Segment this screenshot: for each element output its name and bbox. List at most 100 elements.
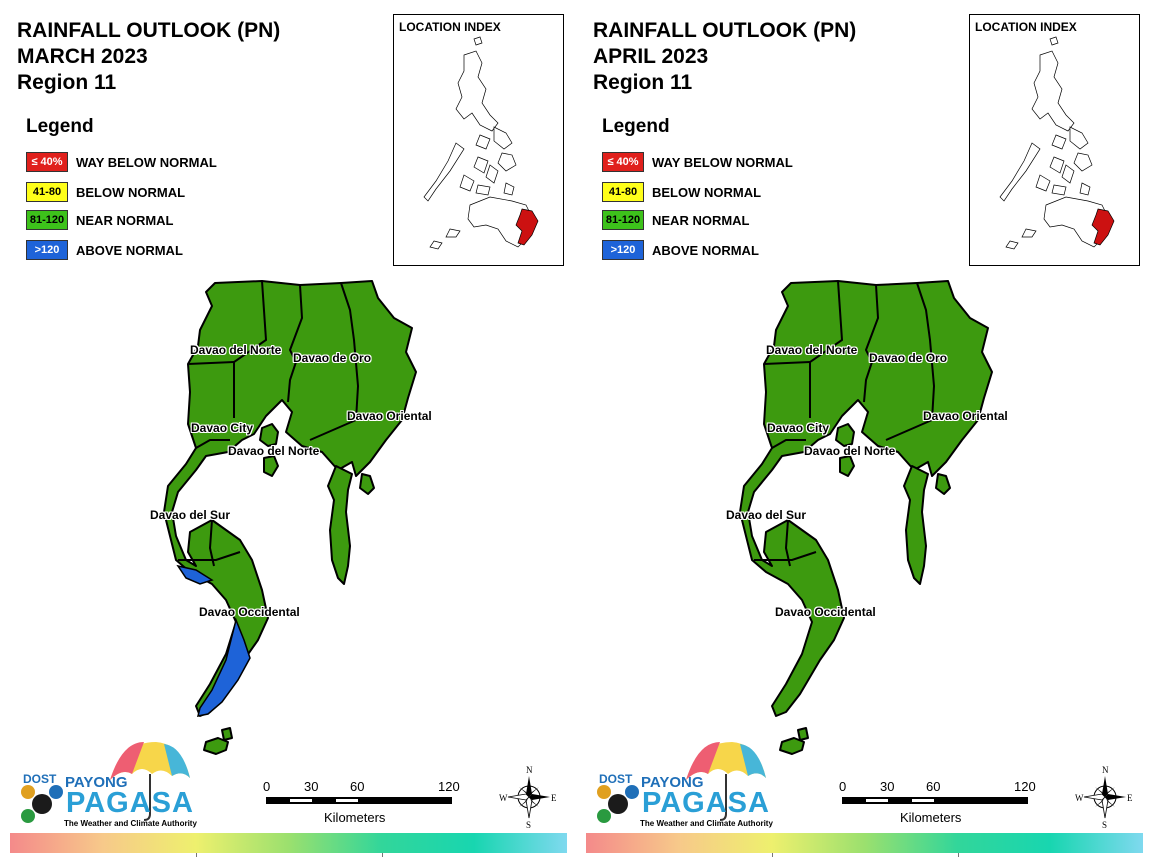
compass-n: N [1102, 765, 1109, 775]
logo-pagasa-text: PAGASA [66, 787, 194, 819]
compass-icon: N S E W [499, 765, 557, 830]
map-title: RAINFALL OUTLOOK (PN) APRIL 2023 Region … [593, 18, 856, 96]
label-davao-del-norte-island: Davao del Norte [804, 444, 896, 458]
legend-label: ABOVE NORMAL [76, 242, 183, 258]
north-arrow-compass: N S E W [1075, 764, 1135, 830]
umbrella-icon [21, 742, 190, 823]
scale-tick-label: 120 [1014, 779, 1036, 794]
title-month: MARCH 2023 [17, 45, 148, 68]
label-davao-del-norte-island: Davao del Norte [228, 444, 320, 458]
compass-s: S [526, 820, 531, 830]
scale-bar-graphic [266, 797, 452, 804]
legend-item-below-normal: 41-80 BELOW NORMAL [26, 181, 185, 203]
legend-item-above-normal: >120 ABOVE NORMAL [602, 239, 759, 261]
label-davao-del-norte: Davao del Norte [190, 343, 282, 357]
legend-item-near-normal: 81-120 NEAR NORMAL [602, 209, 750, 231]
title-line-1: RAINFALL OUTLOOK (PN) [593, 19, 857, 42]
legend-label: BELOW NORMAL [76, 184, 186, 200]
scale-bar: 0 30 60 120 Kilometers [838, 776, 1038, 826]
location-index-inset: LOCATION INDEX [393, 14, 564, 266]
label-davao-oriental: Davao Oriental [923, 409, 1008, 423]
scale-tick-label: 60 [926, 779, 941, 794]
logo-tagline: The Weather and Climate Authority [64, 819, 197, 828]
label-davao-de-oro: Davao de Oro [293, 351, 372, 365]
legend-title: Legend [602, 116, 670, 137]
legend-swatch: ≤ 40% [26, 152, 68, 172]
philippines-index-map [999, 36, 1115, 250]
legend-swatch: ≤ 40% [602, 152, 644, 172]
gradient-tick [196, 853, 197, 857]
label-davao-city: Davao City [767, 421, 830, 435]
compass-s: S [1102, 820, 1107, 830]
label-davao-de-oro: Davao de Oro [869, 351, 948, 365]
legend-item-way-below-normal: ≤ 40% WAY BELOW NORMAL [26, 151, 217, 173]
label-davao-occidental: Davao Occidental [199, 605, 300, 619]
philippines-index-map [423, 36, 539, 250]
label-davao-occidental: Davao Occidental [775, 605, 876, 619]
payong-pagasa-logo: DOST PAYONG PAGASA The Weather and Clima… [590, 740, 780, 835]
compass-w: W [499, 793, 508, 803]
title-region: Region 11 [17, 71, 117, 94]
umbrella-icon [597, 742, 766, 823]
scale-tick-label: 30 [880, 779, 895, 794]
label-davao-del-sur: Davao del Sur [726, 508, 807, 522]
label-davao-del-norte: Davao del Norte [766, 343, 858, 357]
april-outlook-panel: RAINFALL OUTLOOK (PN) APRIL 2023 Region … [576, 0, 1152, 864]
scale-tick-label: 60 [350, 779, 365, 794]
scale-unit-label: Kilometers [324, 810, 386, 825]
title-month: APRIL 2023 [593, 45, 709, 68]
compass-e: E [1127, 793, 1133, 803]
gradient-tick [958, 853, 959, 857]
legend-label: WAY BELOW NORMAL [652, 154, 793, 170]
location-index-inset: LOCATION INDEX [969, 14, 1140, 266]
legend-item-way-below-normal: ≤ 40% WAY BELOW NORMAL [602, 151, 793, 173]
label-davao-del-sur: Davao del Sur [150, 508, 231, 522]
compass-e: E [551, 793, 557, 803]
region-11-map [163, 280, 417, 755]
region-11-highlight [515, 208, 539, 246]
compass-n: N [526, 765, 533, 775]
legend-swatch: 41-80 [602, 182, 644, 202]
logo-payong-text: PAYONG [65, 774, 128, 791]
march-outlook-panel: RAINFALL OUTLOOK (PN) MARCH 2023 Region … [10, 14, 567, 857]
scale-bar-graphic [842, 797, 1028, 804]
logo-payong-text: PAYONG [641, 774, 704, 791]
region-11-highlight [1091, 208, 1115, 246]
footer-gradient-bar [586, 833, 1143, 853]
legend-item-near-normal: 81-120 NEAR NORMAL [26, 209, 174, 231]
scale-tick-label: 0 [839, 779, 847, 794]
above-normal-areas [176, 564, 251, 717]
scale-bar: 0 30 60 120 Kilometers [262, 776, 462, 826]
location-index-title: LOCATION INDEX [399, 20, 501, 34]
legend-item-above-normal: >120 ABOVE NORMAL [26, 239, 183, 261]
legend-swatch: >120 [26, 240, 68, 260]
legend-item-below-normal: 41-80 BELOW NORMAL [602, 181, 761, 203]
legend-swatch: 81-120 [602, 210, 644, 230]
scale-unit-label: Kilometers [900, 810, 962, 825]
map-title: RAINFALL OUTLOOK (PN) MARCH 2023 Region … [17, 18, 280, 96]
scale-tick-label: 0 [263, 779, 271, 794]
logo-tagline: The Weather and Climate Authority [640, 819, 773, 828]
gradient-tick [382, 853, 383, 857]
legend-swatch: 81-120 [26, 210, 68, 230]
footer-gradient-bar [10, 833, 567, 853]
legend-label: BELOW NORMAL [652, 184, 762, 200]
title-region: Region 11 [593, 71, 693, 94]
compass-icon: N S E W [1075, 765, 1133, 830]
region-11-map [739, 280, 993, 755]
logo-dost-text: DOST [23, 772, 57, 786]
legend-swatch: 41-80 [26, 182, 68, 202]
legend-title: Legend [26, 116, 94, 137]
label-davao-city: Davao City [191, 421, 254, 435]
scale-tick-label: 120 [438, 779, 460, 794]
scale-tick-label: 30 [304, 779, 319, 794]
compass-w: W [1075, 793, 1084, 803]
legend-label: NEAR NORMAL [76, 212, 174, 228]
north-arrow-compass: N S E W [499, 764, 559, 830]
logo-dost-text: DOST [599, 772, 633, 786]
gradient-tick [772, 853, 773, 857]
legend-label: WAY BELOW NORMAL [76, 154, 217, 170]
location-index-title: LOCATION INDEX [975, 20, 1077, 34]
label-davao-oriental: Davao Oriental [347, 409, 432, 423]
